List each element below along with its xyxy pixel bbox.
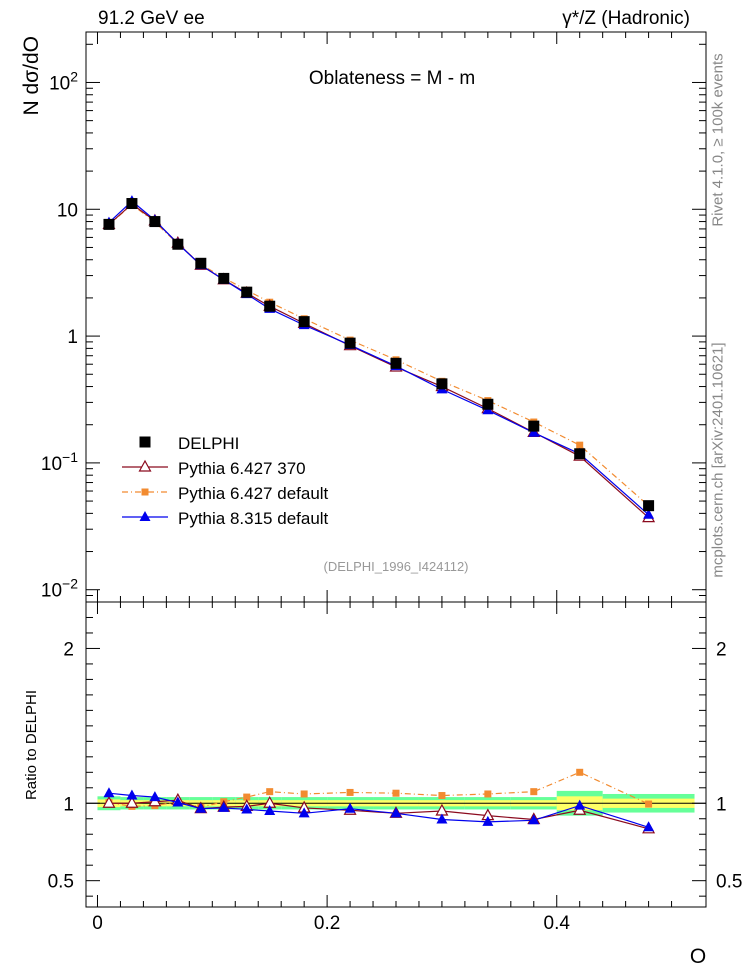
ratio-point-py8_default [574,799,586,810]
main-y-axis-label: N dσ/dO [20,36,43,116]
analysis-id-watermark: (DELPHI_1996_I424112) [323,559,468,574]
point-delphi [298,316,310,328]
point-delphi [482,398,494,410]
point-delphi [172,238,184,250]
legend-marker-py6_370 [138,459,152,472]
ratio-point-py8_default [218,801,230,812]
ratio-point-py6_default [266,788,274,796]
legend-marker-delphi [139,436,151,448]
ratio-y-axis-label: Ratio to DELPHI [23,690,40,800]
ratio-point-py8_default [528,814,540,825]
ratio-point-py6_default [645,800,653,808]
point-delphi [103,218,115,230]
ratio-series-group [102,768,656,834]
ratio-point-py8_default [390,807,402,818]
point-delphi [241,286,253,298]
plot-title: Oblateness = M - m [309,68,475,89]
y-tick-label: 1 [67,327,78,348]
point-delphi [574,448,586,460]
ratio-series-py8_default [103,787,655,832]
series-line-py8_default [108,200,649,516]
point-delphi [344,337,356,349]
ratio-line-py6_370 [108,799,649,830]
y-tick-label: 10−2 [41,576,78,602]
ratio-point-py6_default [346,788,354,796]
ratio-point-py8_default [149,791,161,802]
ratio-point-py6_370 [102,796,116,808]
point-py8_default [528,426,540,437]
ratio-point-py8_default [126,789,138,800]
ratio-point-py6_default [392,789,400,797]
point-py8_default [643,508,655,519]
ratio-point-py6_default [438,792,446,800]
ratio-y-tick-label: 1 [63,794,74,815]
point-py6_default [576,441,584,449]
legend: DELPHI Pythia 6.427 370 Pythia 6.427 defau… [122,434,329,528]
point-delphi [264,300,276,312]
x-tick-label: 0 [92,913,103,934]
x-tick-label: 0.2 [314,913,340,934]
ratio-point-py8_default [103,787,115,798]
x-tick-label: 0.4 [544,913,571,934]
point-delphi [218,272,230,284]
point-delphi [149,216,161,228]
legend-label-py8_default: Pythia 8.315 default [178,509,329,528]
point-delphi [436,378,448,390]
ratio-y-tick-label: 2 [63,639,74,660]
main-series-group [102,195,656,523]
ratio-point-py6_default [530,788,538,796]
ratio-y-tick-label: 0.5 [48,872,74,893]
point-delphi [390,357,402,369]
legend-marker-py6_default [141,488,149,496]
legend-marker-py8_default [139,511,151,521]
ratio-point-py8_default [482,815,494,826]
ratio-point-py8_default [195,802,207,813]
ratio-line-py8_default [108,792,649,828]
series-delphi [103,198,655,512]
y-tick-label: 10−1 [41,449,78,475]
energy-label: 91.2 GeV ee [98,8,205,29]
ratio-y-tick-label-right: 1 [716,794,727,815]
ratio-plot-frame [85,601,707,908]
ratio-point-py8_default [436,813,448,824]
y-tick-label: 10 [57,200,78,221]
point-delphi [643,500,655,512]
legend-label-py6_370: Pythia 6.427 370 [178,459,306,478]
ratio-point-py8_default [344,802,356,813]
ratio-line-py6_default [108,771,649,808]
ratio-point-py8_default [643,821,655,832]
ratio-y-tick-label-right: 0.5 [716,872,742,893]
ratio-point-py8_default [264,805,276,816]
ratio-point-py6_default [300,790,308,798]
ratio-point-py6_default [484,790,492,798]
legend-label-py6_default: Pythia 6.427 default [178,484,329,503]
point-delphi [195,257,207,269]
ratio-y-tick-label-right: 2 [716,639,727,660]
ratio-point-py6_default [243,793,251,801]
y-tick-label: 102 [49,68,78,94]
ratio-y-ticks [86,601,706,897]
main-y-ticks [86,43,706,603]
legend-label-delphi: DELPHI [178,434,239,453]
x-axis-label: O [690,945,706,968]
point-delphi [528,420,540,432]
ratio-point-py8_default [172,796,184,807]
process-label: γ*/Z (Hadronic) [562,8,690,29]
ratio-point-py8_default [298,807,310,818]
x-ticks [96,32,673,907]
point-delphi [126,198,138,210]
ratio-point-py6_default [576,768,584,776]
ratio-point-py6_370 [125,796,139,808]
ratio-point-py8_default [241,803,253,814]
